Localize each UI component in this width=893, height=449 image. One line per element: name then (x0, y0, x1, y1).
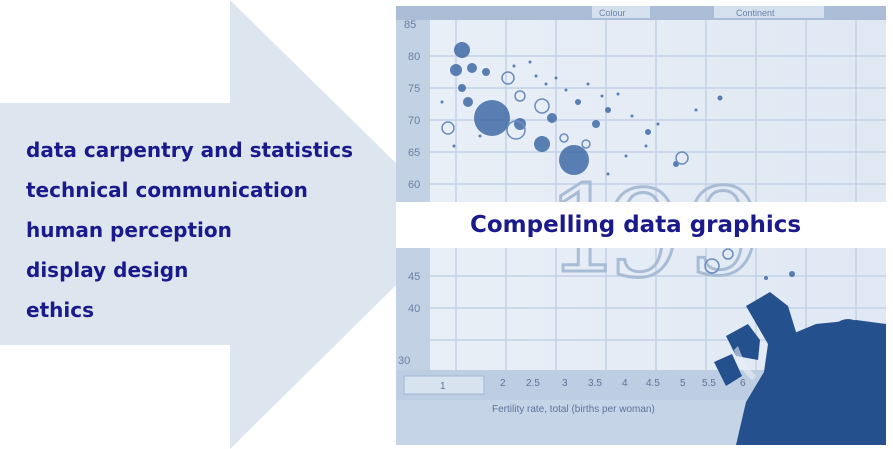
y-tick-label: 85 (404, 19, 416, 31)
skill-list: data carpentry and statistics technical … (26, 130, 353, 330)
skill-item: display design (26, 258, 189, 282)
x-axis-label: Fertility rate, total (births per woman) (492, 404, 655, 415)
y-tick-label: 80 (408, 51, 420, 63)
y-tick-label: 60 (408, 179, 420, 191)
tab-colour-label: Colour (599, 8, 626, 18)
x-tick-label: 5 (680, 378, 686, 389)
x-tick-label: 6 (740, 378, 746, 389)
x-tick-label: 4.5 (646, 378, 660, 389)
caption-band (396, 202, 886, 248)
y-tick-label: 65 (408, 147, 420, 159)
y-tick-label: 45 (408, 271, 420, 283)
tab-continent-label: Continent (736, 8, 775, 18)
y-tick-label: 30 (398, 355, 410, 367)
skill-item: technical communication (26, 178, 308, 202)
x-tick-label: 3.5 (588, 378, 602, 389)
skill-item: ethics (26, 298, 94, 322)
skill-item: human perception (26, 218, 232, 242)
tab-colour (592, 6, 650, 18)
tab-continent (714, 6, 824, 18)
x-tick-label: 4 (622, 378, 628, 389)
x-tick-label: 1 (440, 381, 446, 392)
x-tick-label: 5.5 (702, 378, 716, 389)
y-tick-label: 70 (408, 115, 420, 127)
x-tick-label: 2 (500, 378, 506, 389)
skill-item: data carpentry and statistics (26, 138, 354, 162)
x-tick-label: 2.5 (526, 378, 540, 389)
x-tick-label: 3 (562, 378, 568, 389)
y-tick-label: 75 (408, 83, 420, 95)
y-tick-label: 40 (408, 303, 420, 315)
caption: Compelling data graphics (470, 212, 802, 238)
